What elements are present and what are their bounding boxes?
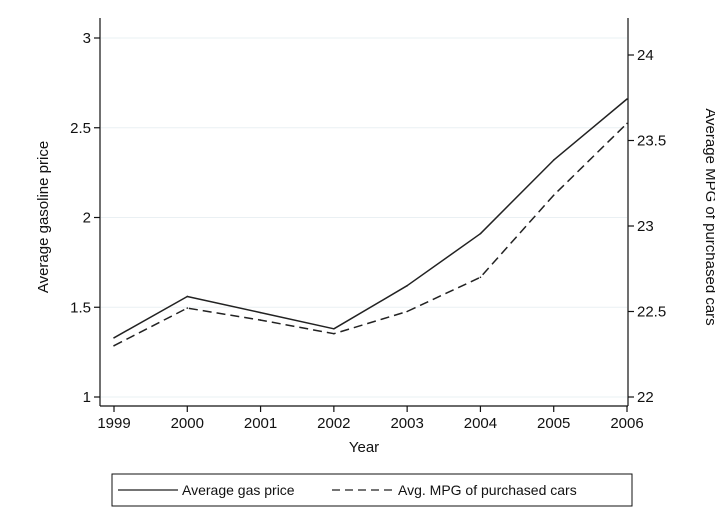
x-tick-label: 2003 — [390, 415, 423, 432]
left-tick-label: 3 — [83, 30, 91, 47]
legend-label-average-gas-price: Average gas price — [182, 482, 295, 498]
mpg-point-2002 — [333, 332, 335, 335]
x-tick-label: 2002 — [317, 415, 350, 432]
right-tick-label: 24 — [637, 47, 654, 64]
mpg-point-2001 — [259, 319, 262, 321]
x-tick-label: 2000 — [171, 415, 204, 432]
right-tick-label: 23 — [637, 218, 654, 235]
gas-price-point-2002 — [333, 327, 335, 330]
legend: Average gas price Avg. MPG of purchased … — [111, 473, 633, 507]
mpg-point-2000 — [186, 307, 189, 309]
mpg-point-2004 — [479, 276, 482, 279]
left-tick-label: 1.5 — [70, 299, 91, 316]
gas-price-point-2005 — [552, 159, 555, 161]
x-tick-label: 2005 — [537, 415, 570, 432]
axes — [99, 18, 629, 407]
series-lines — [113, 98, 628, 347]
left-tick-label: 2.5 — [70, 120, 91, 137]
gas-price-point-2006 — [626, 98, 628, 100]
left-y-axis-title: Average gasoline price — [35, 141, 52, 293]
x-axis-title: Year — [349, 439, 379, 456]
right-tick-label: 22 — [637, 389, 654, 406]
mpg-point-2005 — [552, 194, 555, 197]
mpg-point-1999 — [113, 344, 115, 347]
right-tick-label: 23.5 — [637, 133, 666, 150]
series-line-average-gas-price — [113, 98, 628, 339]
mpg-point-2003 — [406, 310, 408, 313]
gas-price-point-2000 — [186, 295, 189, 298]
x-tick-label: 2001 — [244, 415, 277, 432]
gas-price-point-2003 — [406, 284, 408, 287]
gas-price-point-2001 — [259, 311, 262, 314]
series-line-avg-mpg — [113, 122, 628, 347]
legend-label-avg-mpg: Avg. MPG of purchased cars — [398, 482, 577, 498]
x-tick-label: 2004 — [464, 415, 497, 432]
left-tick-label: 2 — [83, 210, 91, 227]
right-y-axis-title: Average MPG of purchased cars — [702, 108, 715, 325]
mpg-point-2006 — [626, 122, 628, 125]
right-tick-label: 22.5 — [637, 304, 666, 321]
gridlines — [101, 37, 627, 398]
gas-price-point-1999 — [113, 336, 115, 339]
x-tick-label: 1999 — [97, 415, 130, 432]
gas-price-point-2004 — [479, 232, 482, 235]
x-tick-label: 2006 — [610, 415, 643, 432]
left-tick-label: 1 — [83, 389, 91, 406]
